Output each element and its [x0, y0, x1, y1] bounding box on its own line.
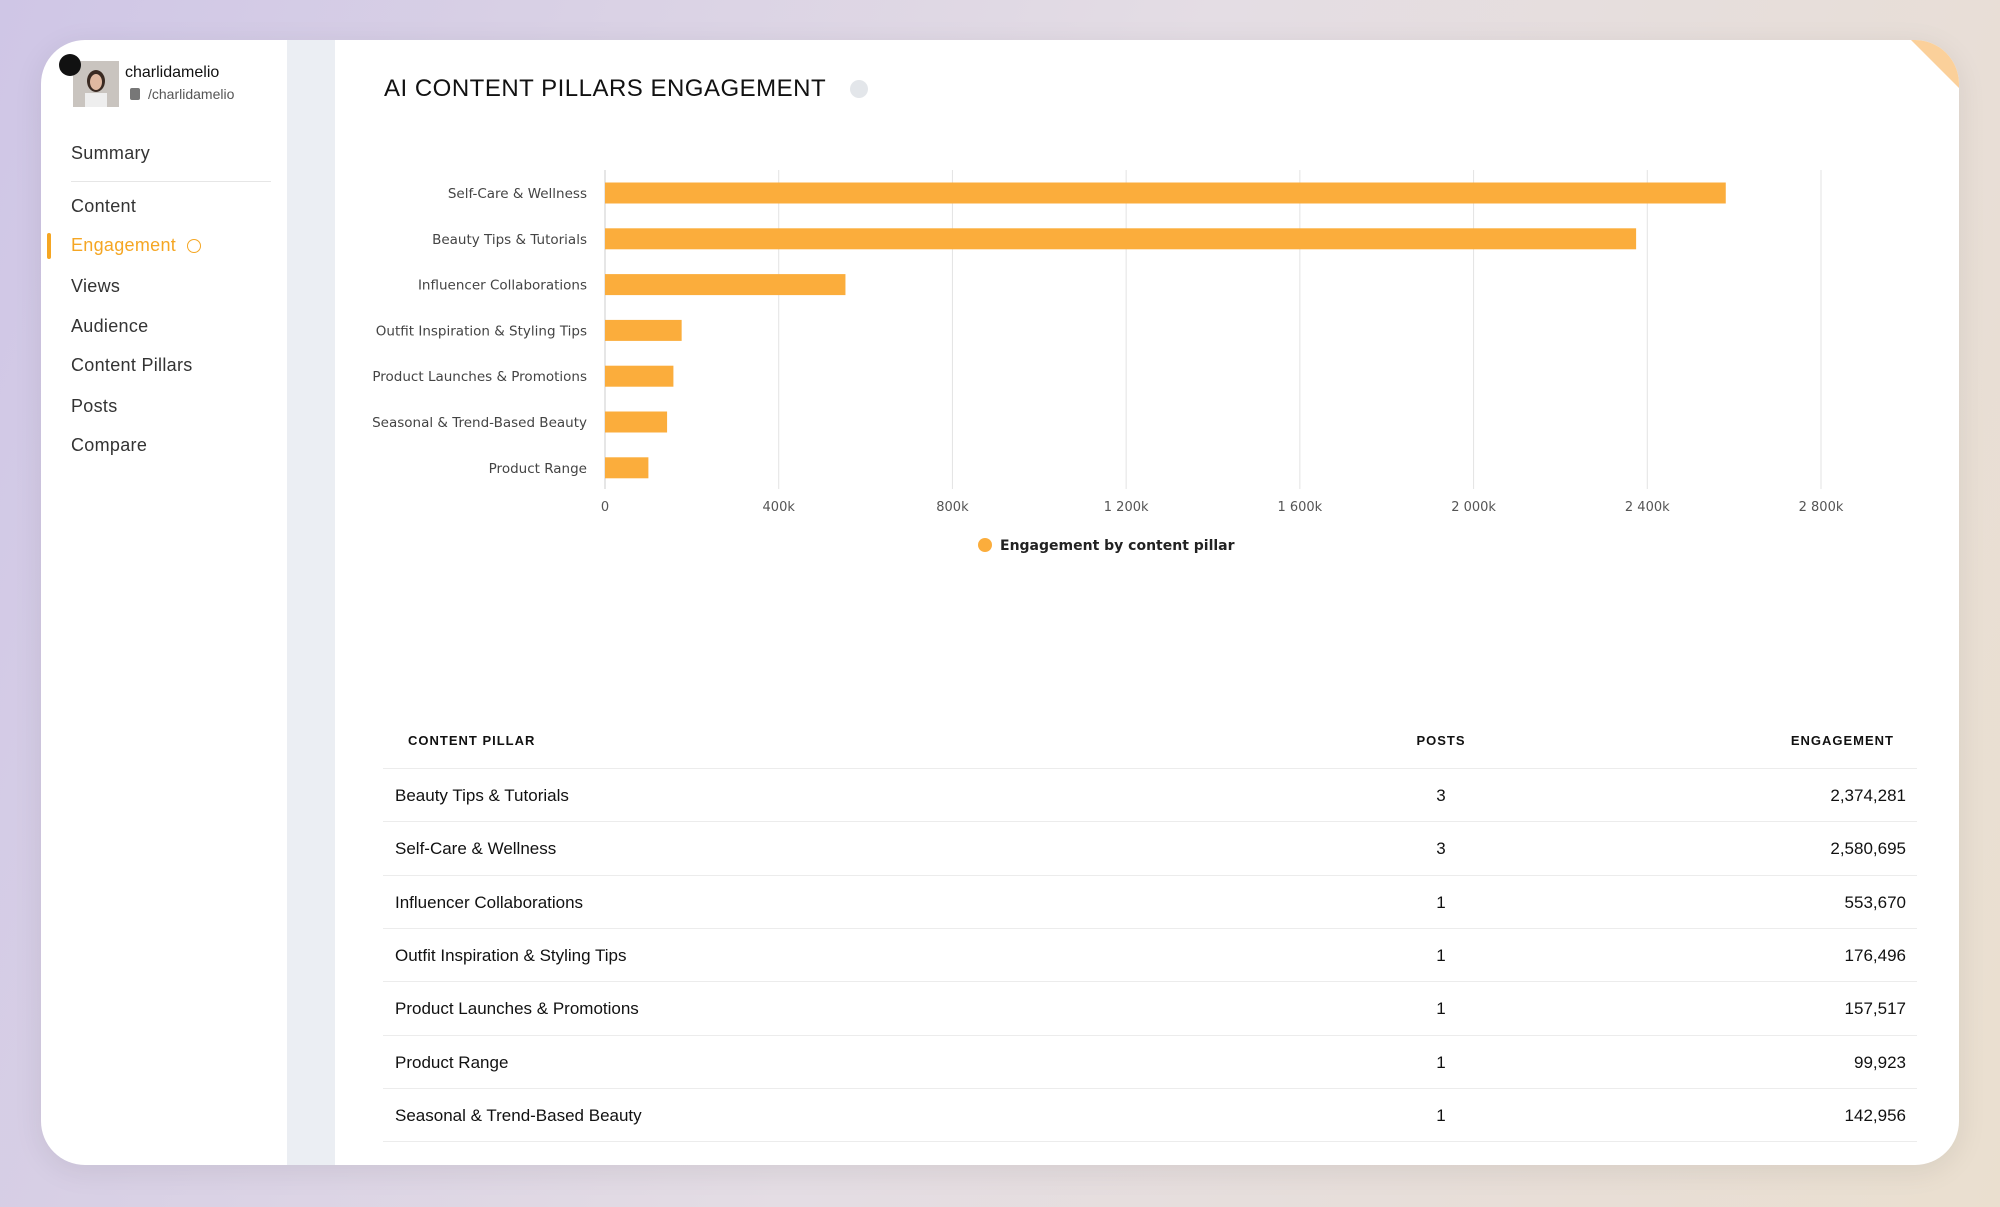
tiktok-badge [59, 54, 81, 76]
profile-handle: /charlidamelio [148, 86, 235, 102]
x-tick-label: 0 [601, 500, 609, 515]
table-cell: Outfit Inspiration & Styling Tips [395, 945, 627, 965]
table-cell: 1 [1436, 1052, 1446, 1072]
card: charlidamelio /charlidamelio 0 400k 800k 1 … [41, 40, 1959, 1165]
nav-item[interactable]: Content [71, 196, 137, 216]
table-header: POSTS [1416, 733, 1466, 748]
row-separator [383, 768, 1917, 769]
info-icon [850, 80, 868, 98]
table-cell: Product Launches & Promotions [395, 999, 639, 1019]
y-tick-label: Product Launches & Promotions [372, 369, 587, 385]
legend-label: Engagement by content pillar [1000, 538, 1235, 554]
table-cell: 157,517 [1844, 999, 1906, 1019]
chart: 0 400k 800k 1 200k 1 600k 2 000k 2 400k 2 800k S… [372, 170, 1844, 554]
active-indicator [47, 233, 51, 259]
y-tick-label: Self-Care & Wellness [448, 186, 587, 202]
bar [605, 365, 674, 387]
table-cell: 3 [1436, 839, 1446, 859]
table-cell: 99,923 [1854, 1052, 1906, 1072]
row-separator [383, 1087, 1917, 1089]
search-corner[interactable] [1911, 40, 1959, 96]
bar [605, 411, 668, 433]
table-header: CONTENT PILLAR [408, 733, 536, 748]
nav-item[interactable]: Compare [71, 435, 148, 455]
help-icon [187, 239, 201, 253]
table-cell: 142,956 [1844, 1105, 1906, 1125]
nav-item[interactable]: Content Pillars [71, 355, 193, 375]
x-tick-label: 800k [936, 500, 969, 515]
x-tick-label: 1 600k [1277, 500, 1322, 515]
row-separator [383, 1141, 1917, 1143]
bar [605, 319, 682, 341]
table-cell: Influencer Collaborations [395, 892, 584, 912]
tiktok-icon [130, 88, 140, 100]
chart-title: AI CONTENT PILLARS ENGAGEMENT [384, 75, 827, 102]
avatar [73, 61, 119, 107]
table-cell: 2,374,281 [1830, 786, 1906, 805]
nav-item[interactable]: Posts [71, 396, 118, 416]
y-tick-label: Seasonal & Trend-Based Beauty [372, 415, 587, 431]
avatar-image [73, 61, 119, 107]
table-cell: 1 [1436, 892, 1446, 912]
y-tick-label: Beauty Tips & Tutorials [432, 232, 587, 248]
table-cell: Self-Care & Wellness [395, 839, 557, 859]
bar [605, 182, 1726, 204]
x-tick-label: 1 200k [1104, 500, 1149, 515]
nav-separator [71, 181, 271, 182]
bar [605, 274, 846, 296]
x-tick-label: 2 400k [1625, 500, 1670, 515]
x-tick-label: 400k [763, 500, 796, 515]
x-tick-label: 2 000k [1451, 500, 1496, 515]
y-tick-label: Outfit Inspiration & Styling Tips [376, 323, 587, 339]
divider-strip [287, 40, 335, 1165]
row-separator [383, 821, 1917, 823]
nav-item[interactable]: Summary [71, 143, 151, 163]
table-cell: Product Range [395, 1052, 509, 1072]
y-tick-label: Influencer Collaborations [418, 278, 587, 294]
x-tick-label: 2 800k [1799, 500, 1844, 515]
nav-item[interactable]: Views [71, 276, 121, 296]
profile-name: charlidamelio [125, 64, 220, 81]
row-separator [383, 874, 1917, 876]
table-cell: 176,496 [1844, 945, 1906, 965]
legend-marker [978, 538, 992, 552]
row-separator [383, 927, 1917, 929]
table-cell: Beauty Tips & Tutorials [395, 786, 569, 805]
table-cell: 553,670 [1844, 892, 1906, 912]
table-cell: 1 [1436, 1105, 1446, 1125]
row-separator [383, 981, 1917, 983]
bar [605, 457, 649, 479]
table-cell: 1 [1436, 945, 1446, 965]
nav-item[interactable]: Engagement [71, 235, 177, 255]
table-cell: 1 [1436, 999, 1446, 1019]
table-cell: 2,580,695 [1830, 839, 1906, 859]
nav-item[interactable]: Audience [71, 316, 149, 336]
table-cell: Seasonal & Trend-Based Beauty [395, 1105, 642, 1125]
table-cell: 3 [1436, 786, 1446, 805]
y-tick-label: Product Range [489, 461, 587, 477]
row-separator [383, 1034, 1917, 1036]
table-header: ENGAGEMENT [1790, 733, 1894, 748]
bar [605, 228, 1637, 250]
